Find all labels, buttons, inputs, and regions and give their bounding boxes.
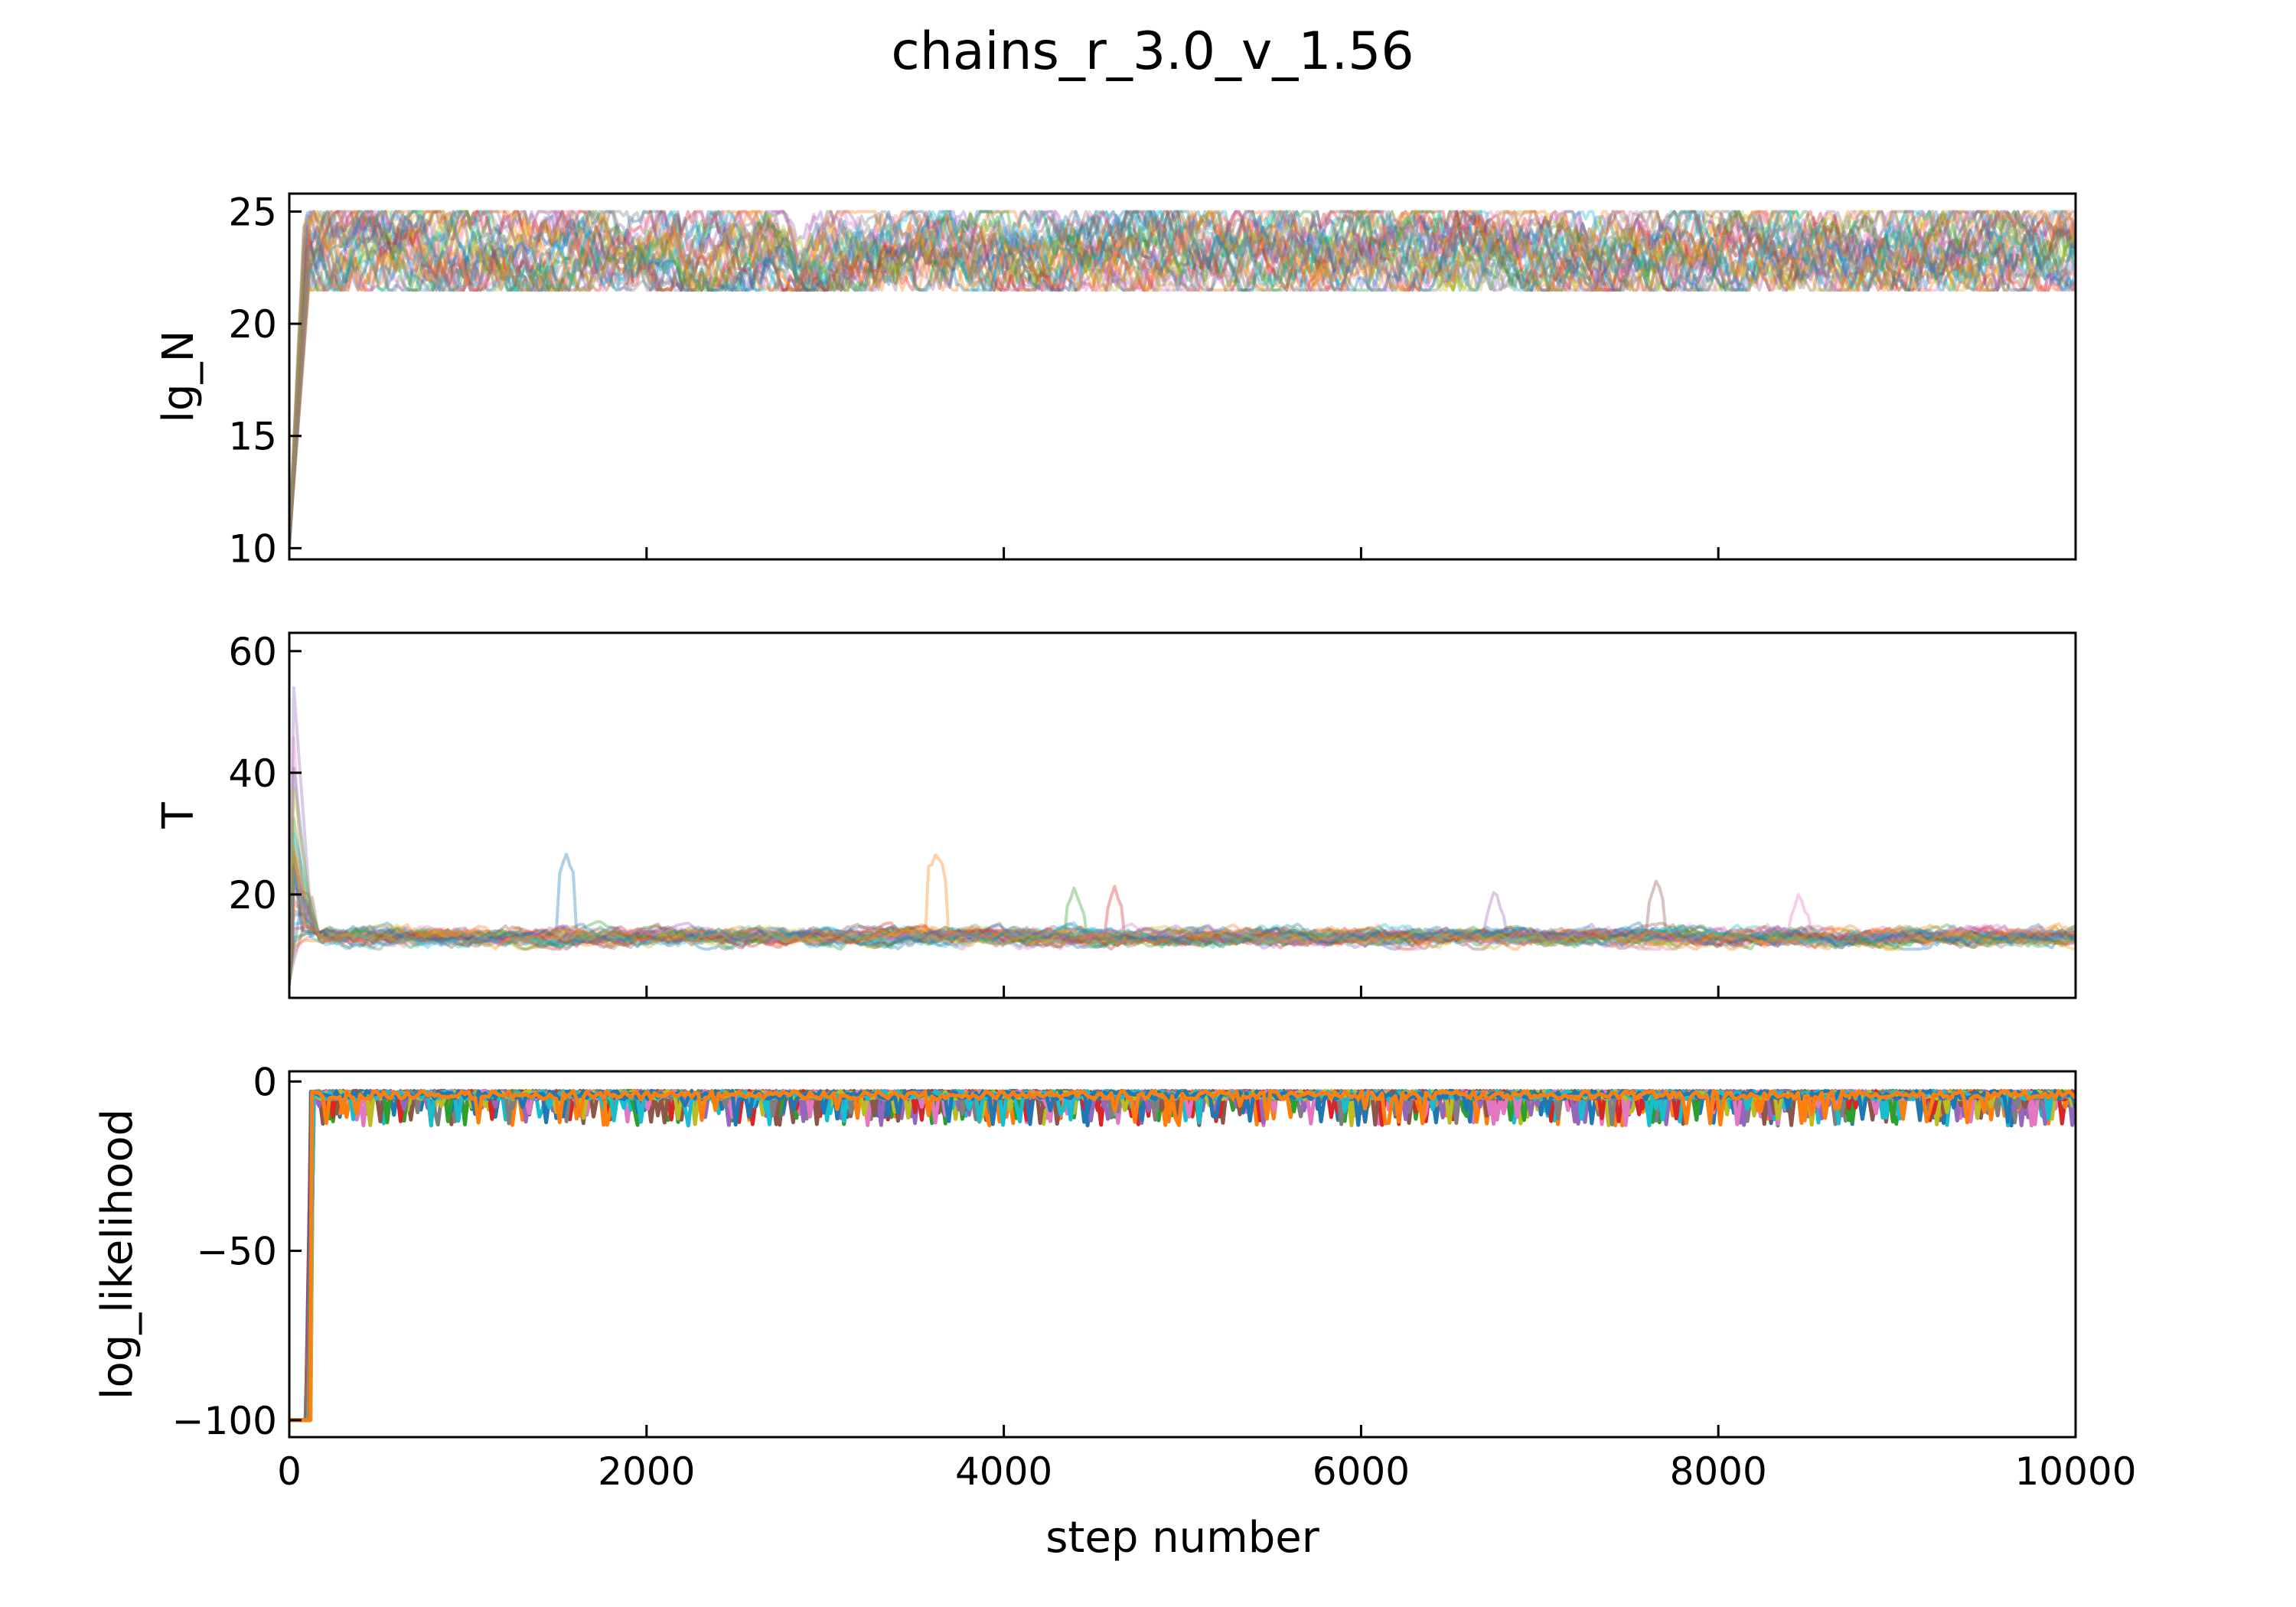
chain-10-line	[289, 210, 2076, 546]
subplot-3: 0 2000 4000 6000 8000 10000 0 −50 −100 log_likeli…	[93, 1060, 2137, 1563]
y-tick-label: 60	[228, 630, 277, 674]
chain-24-line	[289, 210, 2076, 546]
chain-19-line	[289, 210, 2076, 537]
y-tick-label: 10	[228, 526, 277, 571]
chain-20-line	[289, 832, 2076, 983]
chain-31-line	[289, 863, 2076, 981]
chain-16-line	[289, 210, 2076, 539]
chain-27-line	[289, 900, 2076, 983]
chain-27-line	[289, 210, 2076, 543]
chain-traces	[289, 686, 2076, 986]
x-tick-label: 10000	[2014, 1449, 2136, 1494]
chain-32-line	[289, 1089, 2076, 1423]
axes-frame	[288, 192, 2077, 561]
chain-11-line	[289, 210, 2076, 544]
chain-28-line	[289, 210, 2076, 542]
subplot-panels: 10 15 20 25 lg_N 20 40 60 T 0 2000 4000 6000 8000 1000…	[93, 190, 2137, 1563]
chain-6-line	[289, 879, 2076, 983]
chain-9-line	[289, 897, 2076, 986]
figure-title: chains_r_3.0_v_1.56	[891, 21, 1414, 82]
chain-26-line	[289, 210, 2076, 544]
subplot-2: 20 40 60 T	[154, 630, 2077, 999]
chain-4-line	[289, 210, 2076, 537]
chain-23-line	[289, 925, 2076, 986]
chain-8-line	[289, 210, 2076, 547]
y-tick-label: −50	[196, 1230, 277, 1274]
y-axis-label: lg_N	[154, 331, 204, 423]
chain-3-line	[289, 855, 2076, 980]
chain-16-line	[289, 868, 2076, 986]
chain-22-line	[289, 923, 2076, 973]
chain-7-line	[289, 892, 2076, 978]
chain-29-line	[289, 786, 2076, 973]
chain-17-line	[289, 736, 2076, 980]
chain-1-line	[289, 210, 2076, 540]
chain-traces	[289, 1088, 2076, 1423]
chain-10-line	[289, 918, 2076, 980]
chain-21-line	[289, 896, 2076, 978]
chain-2-line	[289, 210, 2076, 539]
chain-4-line	[289, 846, 2076, 975]
chain-24-line	[289, 924, 2076, 981]
y-axis-label: log_likelihood	[93, 1109, 142, 1400]
chain-traces	[289, 210, 2076, 549]
chain-19-line	[289, 841, 2076, 970]
chain-17-line	[289, 210, 2076, 539]
chain-11-line	[289, 912, 2076, 975]
chain-32-line	[289, 854, 2076, 976]
y-tick-label: −100	[172, 1399, 277, 1443]
chain-18-line	[289, 210, 2076, 538]
chain-5-line	[289, 686, 2076, 970]
chain-14-line	[289, 210, 2076, 542]
y-tick-label: 0	[253, 1060, 277, 1104]
y-tick-label: 25	[228, 190, 277, 234]
chain-25-line	[289, 210, 2076, 545]
chain-2-line	[289, 853, 2076, 985]
x-tick-label: 0	[277, 1449, 302, 1494]
subplot-1: 10 15 20 25 lg_N	[154, 190, 2077, 571]
chain-22-line	[289, 210, 2076, 548]
y-tick-label: 40	[228, 751, 277, 796]
chain-14-line	[289, 886, 2076, 978]
chain-29-line	[289, 210, 2076, 541]
y-tick-label: 15	[228, 415, 277, 459]
x-axis-label: step number	[1045, 1513, 1319, 1563]
chain-13-line	[289, 210, 2076, 543]
chain-23-line	[289, 210, 2076, 546]
chain-25-line	[289, 867, 2076, 976]
axes-frame	[288, 631, 2077, 999]
chain-28-line	[289, 891, 2076, 979]
chain-31-line	[289, 210, 2076, 539]
y-axis-label: T	[154, 802, 204, 830]
chain-26-line	[289, 908, 2076, 970]
chain-5-line	[289, 210, 2076, 536]
chain-13-line	[289, 817, 2076, 983]
x-tick-label: 6000	[1313, 1449, 1410, 1494]
chain-3-line	[289, 210, 2076, 539]
y-tick-label: 20	[228, 873, 277, 918]
chain-9-line	[289, 210, 2076, 546]
chain-8-line	[289, 924, 2076, 973]
chain-12-line	[289, 905, 2076, 970]
x-tick-label: 8000	[1670, 1449, 1767, 1494]
chain-32-line	[289, 210, 2076, 539]
chain-21-line	[289, 210, 2076, 549]
chain-6-line	[289, 210, 2076, 536]
x-tick-label: 2000	[598, 1449, 695, 1494]
y-tick-label: 20	[228, 302, 277, 347]
chain-15-line	[289, 210, 2076, 541]
x-tick-label: 4000	[955, 1449, 1052, 1494]
chain-30-line	[289, 210, 2076, 540]
chain-7-line	[289, 210, 2076, 548]
chain-15-line	[289, 877, 2076, 973]
axes-frame	[288, 1070, 2077, 1439]
chain-30-line	[289, 872, 2076, 968]
chain-12-line	[289, 210, 2076, 543]
chain-1-line	[289, 767, 2076, 972]
chain-18-line	[289, 850, 2076, 975]
chain-20-line	[289, 210, 2076, 536]
